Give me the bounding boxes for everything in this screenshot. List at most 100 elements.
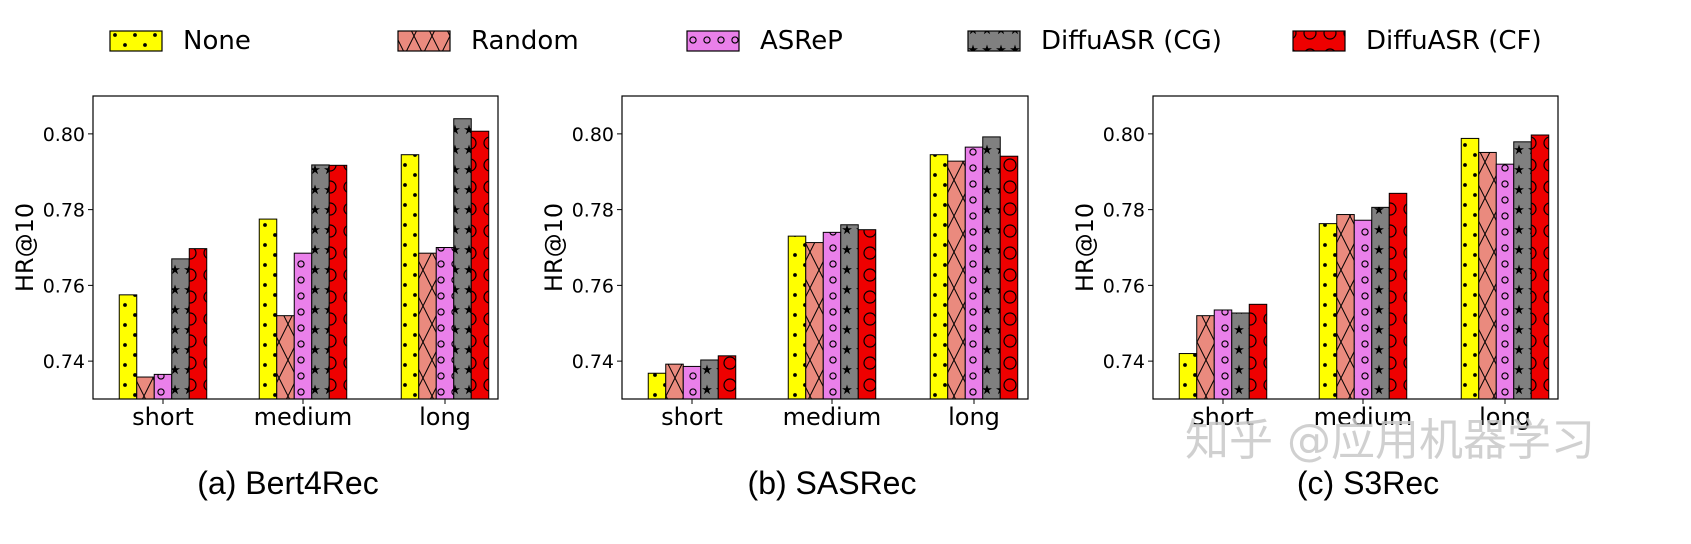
legend-swatch-pattern <box>1293 31 1345 51</box>
legend-swatch-pattern <box>687 31 739 51</box>
bar-pattern <box>1179 353 1197 399</box>
legend-item-diffuasr-cf: DiffuASR (CF) <box>1292 26 1542 56</box>
y-axis-label: HR@10 <box>540 203 568 292</box>
legend-item-none: None <box>109 26 251 56</box>
legend-swatch-pattern <box>398 31 450 51</box>
legend-label: Random <box>471 26 579 56</box>
bar-pattern <box>294 253 312 399</box>
bar-pattern <box>683 366 701 399</box>
plot-frame <box>1152 95 1559 400</box>
chart-panels: short medium long 0.74 0.76 0.78 0.80 HR@10 (a) … <box>11 95 1559 501</box>
panel-caption: (a) Bert4Rec <box>197 465 378 501</box>
bar-pattern <box>858 229 876 399</box>
panel-c-s3rec: short medium long 0.74 0.76 0.78 0.80 HR@10 (c) … <box>1071 95 1559 501</box>
bar-random-short <box>665 363 684 400</box>
bar-pattern <box>947 161 966 399</box>
bar-pattern <box>1319 223 1337 399</box>
bar-random-long <box>1478 151 1497 400</box>
bar-diffuasr-cf-short <box>188 248 208 400</box>
legend-swatch-border <box>109 30 163 52</box>
bar-pattern <box>805 242 824 399</box>
bar-none-long <box>400 154 420 400</box>
x-tick-label: short <box>661 403 723 431</box>
bar-pattern <box>1231 313 1250 399</box>
x-tick-label: medium <box>1314 403 1413 431</box>
legend-label: DiffuASR (CG) <box>1041 26 1222 56</box>
y-tick-label: 0.78 <box>1103 200 1145 222</box>
legend-swatch-border <box>397 30 451 52</box>
y-tick-label: 0.76 <box>43 275 85 297</box>
y-tick-label: 0.80 <box>1103 124 1145 146</box>
bar-asrep-long <box>964 146 984 400</box>
legend-swatch-pattern <box>110 31 162 51</box>
bar-pattern <box>1478 152 1497 399</box>
bar-pattern <box>700 359 719 399</box>
bar-diffuasr-cg-long <box>453 118 472 400</box>
bar-pattern <box>840 224 859 399</box>
x-tick-label: medium <box>783 403 882 431</box>
legend-swatch-border <box>1292 30 1346 52</box>
bar-pattern <box>1336 214 1355 399</box>
bar-pattern <box>930 154 948 399</box>
y-tick-label: 0.74 <box>572 351 614 373</box>
bar-diffuasr-cg-medium <box>1371 206 1390 400</box>
bar-pattern <box>1000 156 1018 399</box>
watermark-text: 知乎 @应用机器学习 <box>1185 415 1595 466</box>
bar-pattern <box>1249 304 1267 399</box>
bar-pattern <box>1214 309 1232 399</box>
bar-pattern <box>1389 193 1407 399</box>
bar-diffuasr-cf-long <box>999 155 1019 400</box>
legend: None Random ASReP DiffuASR (CG) DiffuASR (CF… <box>109 26 1542 56</box>
bar-pattern <box>401 154 419 399</box>
bar-diffuasr-cf-long <box>1530 134 1550 400</box>
bar-pattern <box>788 236 806 399</box>
x-tick-label: long <box>1479 403 1531 431</box>
bar-pattern <box>1496 164 1514 399</box>
bar-pattern <box>1354 220 1372 399</box>
bar-asrep-medium <box>822 231 842 400</box>
legend-label: ASReP <box>760 26 843 56</box>
bar-pattern <box>154 374 172 399</box>
x-tick-label: short <box>1192 403 1254 431</box>
bar-random-medium <box>805 242 824 400</box>
panel-b-sasrec: short medium long 0.74 0.76 0.78 0.80 HR@10 (b) … <box>540 95 1029 501</box>
panel-caption: (b) SASRec <box>748 465 917 501</box>
legend-item-diffuasr-cg: DiffuASR (CG) <box>967 26 1222 56</box>
bar-pattern <box>189 248 207 399</box>
y-axis-label: HR@10 <box>1071 203 1099 292</box>
bar-pattern <box>418 253 437 399</box>
bar-none-short <box>647 372 667 400</box>
legend-label: DiffuASR (CF) <box>1366 26 1542 56</box>
legend-label: None <box>183 26 251 56</box>
bar-diffuasr-cg-short <box>1231 312 1250 400</box>
bar-random-long <box>418 252 437 400</box>
bar-diffuasr-cg-long <box>1513 141 1532 400</box>
bar-pattern <box>965 147 983 399</box>
bar-random-medium <box>276 315 295 400</box>
x-tick-label: long <box>419 403 471 431</box>
panel-a-bert4rec: short medium long 0.74 0.76 0.78 0.80 HR@10 (a) … <box>11 95 499 501</box>
bar-pattern <box>982 136 1001 399</box>
bar-diffuasr-cf-medium <box>1388 192 1408 400</box>
bar-asrep-long <box>1495 163 1515 400</box>
bar-asrep-short <box>682 365 702 400</box>
bar-asrep-short <box>1213 309 1233 400</box>
bar-pattern <box>823 232 841 399</box>
bar-asrep-long <box>435 247 455 400</box>
bar-pattern <box>311 164 330 399</box>
plot-frame <box>92 95 499 400</box>
bar-pattern <box>1196 315 1215 399</box>
bar-diffuasr-cg-medium <box>311 164 330 400</box>
bar-pattern <box>436 247 454 399</box>
bar-pattern <box>1513 141 1532 400</box>
legend-item-asrep: ASReP <box>686 26 843 56</box>
plot-frame <box>621 95 1029 400</box>
bar-pattern <box>648 373 666 399</box>
bar-none-long <box>929 154 949 400</box>
bar-random-short <box>136 376 155 400</box>
bar-diffuasr-cg-short <box>171 258 190 400</box>
bar-none-medium <box>1318 223 1338 400</box>
bar-pattern <box>453 118 472 399</box>
bar-random-short <box>1196 315 1215 400</box>
